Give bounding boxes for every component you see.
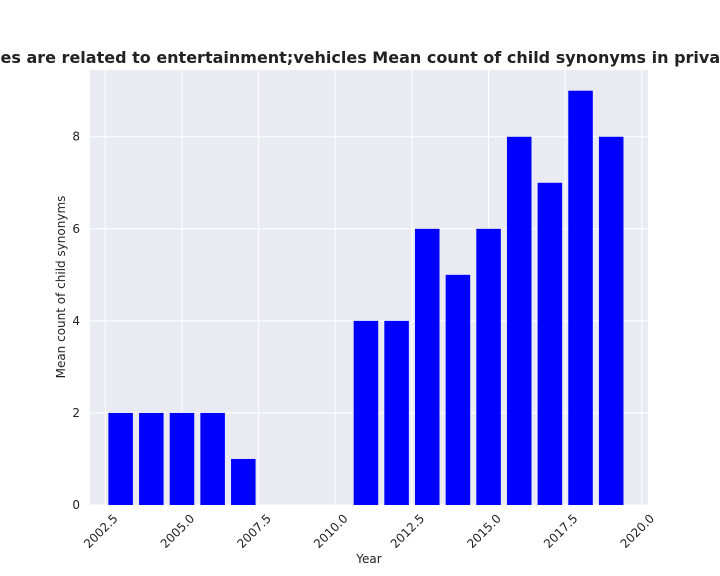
bar-2005 [169,412,195,505]
x-tick-label-5: 2015.0 [464,511,504,551]
x-tick-label-2: 2007.5 [234,511,274,551]
y-axis-label: Mean count of child synonyms [54,196,68,379]
x-axis-label: Year [355,552,381,566]
x-tick-label-6: 2017.5 [541,511,581,551]
y-tick-labels: 0 2 4 6 8 [72,130,80,512]
bar-2003 [108,412,133,505]
y-tick-label-4: 8 [72,130,80,144]
x-tick-label-4: 2012.5 [388,511,428,551]
chart-title: Categories are related to entertainment;… [0,48,720,67]
bar-2012 [384,320,409,505]
bar-2018 [568,90,593,505]
bar-2013 [414,228,440,506]
x-tick-label-3: 2010.0 [311,511,351,551]
y-tick-label-1: 2 [72,406,80,420]
bar-2015 [476,228,501,506]
y-tick-label-2: 4 [72,314,80,328]
x-tick-label-0: 2002.5 [81,511,121,551]
x-tick-labels: 2002.5 2005.0 2007.5 2010.0 2012.5 2015.0 2017… [81,511,657,551]
bar-2017 [537,182,563,505]
bar-2007 [231,458,256,505]
x-tick-label-7: 2020.0 [618,511,658,551]
bars [108,90,624,506]
y-tick-label-0: 0 [72,498,80,512]
bar-2019 [598,136,624,505]
bar-2016 [506,136,532,505]
bar-2011 [353,320,379,505]
bar-2006 [200,412,225,505]
y-tick-label-3: 6 [72,222,80,236]
bar-2014 [445,274,471,505]
bar-2004 [139,412,164,505]
x-tick-label-1: 2005.0 [158,511,198,551]
